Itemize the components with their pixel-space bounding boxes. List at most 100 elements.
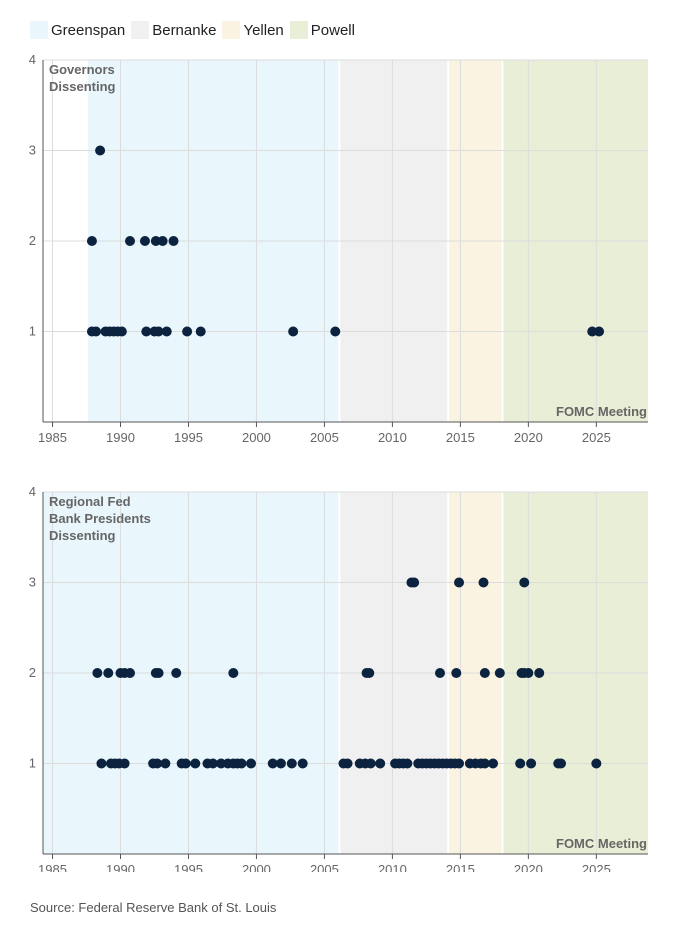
dissent-point — [182, 326, 193, 337]
governors-dissent-chart: 1985 1990 1995 2000 2005 2010 2015 2020 2025 1 2 3 4… — [29, 52, 648, 445]
dissent-point — [141, 326, 152, 337]
dissent-point — [479, 668, 490, 678]
x-axis-label: FOMC Meeting — [556, 404, 647, 419]
legend-swatch-greenspan — [30, 21, 48, 39]
dissent-point — [364, 668, 375, 678]
dissent-point — [153, 668, 164, 678]
dissent-point — [330, 326, 341, 337]
legend-item-bernanke: Bernanke — [131, 21, 216, 39]
dissent-point — [116, 326, 127, 337]
legend-label-bernanke: Bernanke — [152, 21, 217, 39]
dissent-point — [297, 758, 308, 769]
dissent-point — [488, 758, 499, 769]
dissent-point — [152, 758, 163, 769]
y-tick-label: 1 — [29, 756, 36, 771]
y-tick-label: 2 — [29, 665, 36, 680]
x-tick-label: 1995 — [174, 862, 203, 872]
dissent-point — [168, 236, 179, 246]
source-note: Source: Federal Reserve Bank of St. Loui… — [30, 900, 277, 915]
dissent-point — [402, 758, 413, 769]
dissent-point — [246, 758, 257, 769]
panel-title: Regional Fed Bank Presidents Dissenting — [49, 494, 151, 543]
legend-label-greenspan: Greenspan — [51, 21, 126, 39]
dissent-point — [515, 758, 526, 769]
dissent-point — [95, 145, 106, 156]
dissent-point — [494, 668, 505, 678]
x-tick-label: 2025 — [582, 430, 611, 445]
x-tick-label: 2015 — [446, 430, 475, 445]
y-tick-label: 4 — [29, 484, 36, 499]
legend-swatch-powell — [289, 21, 308, 39]
x-tick-label: 1985 — [38, 430, 67, 445]
dissent-point — [342, 758, 353, 769]
x-tick-label: 2025 — [582, 862, 611, 872]
dissent-point — [288, 326, 299, 337]
x-tick-label: 2020 — [514, 430, 543, 445]
dissent-point — [267, 758, 278, 769]
dissent-point — [479, 758, 490, 769]
dissent-point — [478, 577, 489, 588]
legend-swatch-bernanke — [131, 21, 150, 39]
x-tick-label: 2015 — [446, 862, 475, 872]
dissent-point — [591, 758, 602, 769]
dissent-point — [161, 326, 172, 337]
dissent-point — [125, 668, 136, 678]
dissent-point — [160, 758, 171, 769]
y-tick-label: 4 — [29, 52, 36, 67]
dissent-point — [171, 668, 182, 678]
dissent-point — [103, 668, 114, 678]
dissent-point — [454, 577, 465, 588]
dissent-point — [365, 758, 376, 769]
panel-title: Governors Dissenting — [49, 62, 116, 94]
dissent-point — [139, 236, 150, 246]
legend-label-yellen: Yellen — [243, 21, 284, 39]
dissent-point — [434, 668, 445, 678]
x-tick-label: 2010 — [378, 430, 407, 445]
y-tick-label: 3 — [29, 143, 36, 158]
dissent-point — [534, 668, 545, 678]
dissent-point — [157, 236, 168, 246]
legend-swatch-yellen — [222, 21, 241, 39]
dissent-point — [409, 577, 420, 588]
dissent-point — [523, 668, 534, 678]
dissent-point — [195, 326, 206, 337]
x-tick-label: 1995 — [174, 430, 203, 445]
dissent-point — [286, 758, 297, 769]
x-tick-label: 2010 — [378, 862, 407, 872]
x-tick-label: 1985 — [38, 862, 67, 872]
legend-item-powell: Powell — [289, 21, 355, 39]
dissent-point — [451, 668, 462, 678]
dissent-point — [92, 668, 103, 678]
x-tick-label: 2005 — [310, 430, 339, 445]
dissent-point — [526, 758, 537, 769]
dissent-point — [594, 326, 605, 337]
dissent-point — [190, 758, 201, 769]
y-tick-label: 3 — [29, 575, 36, 590]
x-tick-label: 2000 — [242, 862, 271, 872]
dissent-point — [275, 758, 286, 769]
regional-presidents-dissent-chart: 1985 1990 1995 2000 2005 2010 2015 2020 2025 1 2 3 4… — [29, 484, 648, 872]
x-tick-label: 2020 — [514, 862, 543, 872]
x-tick-label: 2005 — [310, 862, 339, 872]
dissent-point — [86, 236, 97, 246]
legend-label-powell: Powell — [310, 21, 355, 39]
dissent-point — [180, 758, 191, 769]
dissent-point — [236, 758, 247, 769]
dissent-point — [96, 758, 107, 769]
x-tick-label: 2000 — [242, 430, 271, 445]
y-tick-label: 2 — [29, 233, 36, 248]
dissent-point — [375, 758, 386, 769]
legend-item-greenspan: Greenspan — [30, 21, 125, 39]
dissent-point — [153, 326, 164, 337]
legend: Greenspan Bernanke Yellen Powell — [30, 18, 361, 42]
x-tick-label: 1990 — [106, 430, 135, 445]
legend-item-yellen: Yellen — [222, 21, 284, 39]
dissent-point — [519, 577, 530, 588]
dissent-point — [228, 668, 239, 678]
dissent-point — [119, 758, 130, 769]
dissent-point — [454, 758, 465, 769]
dissent-point — [91, 326, 102, 337]
dissent-point — [125, 236, 136, 246]
dissent-point — [207, 758, 218, 769]
x-tick-label: 1990 — [106, 862, 135, 872]
